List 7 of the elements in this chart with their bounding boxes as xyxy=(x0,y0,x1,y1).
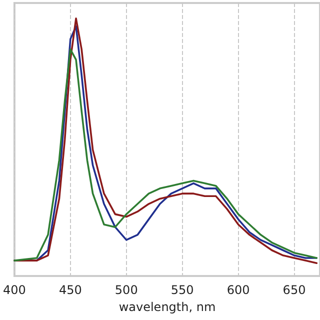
x-axis-title: wavelength, nm xyxy=(118,300,216,314)
x-tick-label: 500 xyxy=(114,283,138,297)
x-tick-label: 650 xyxy=(282,283,306,297)
x-tick-label: 400 xyxy=(3,283,26,297)
x-tick-label: 550 xyxy=(170,283,194,297)
x-tick-label: 600 xyxy=(226,283,250,297)
x-tick-label: 450 xyxy=(58,283,82,297)
